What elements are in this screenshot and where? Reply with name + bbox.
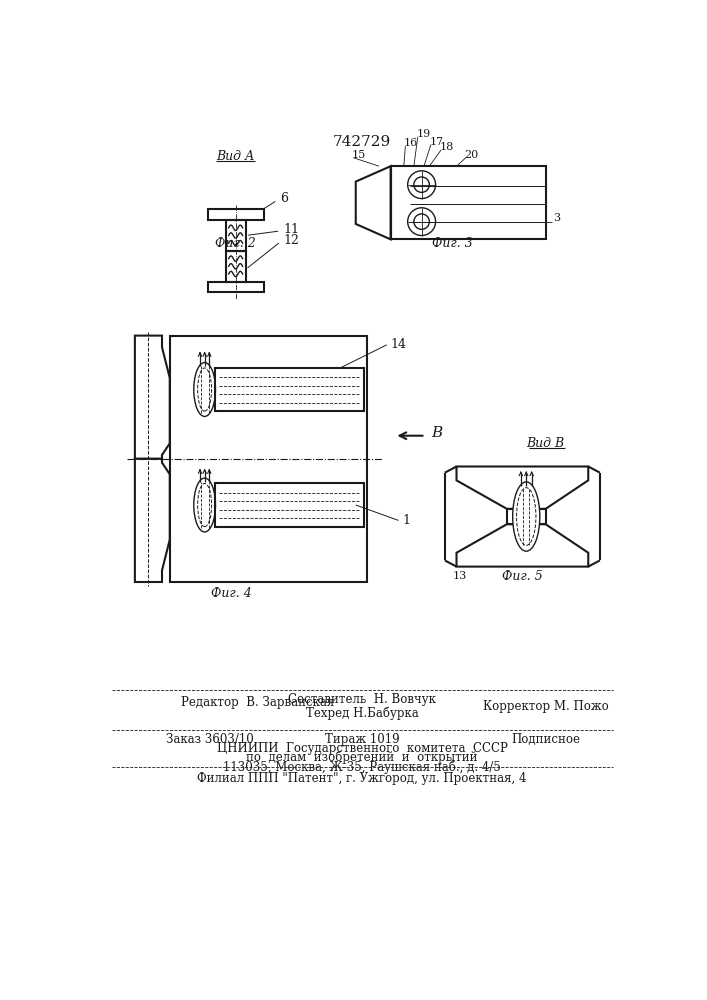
Text: Составитель  Н. Вовчук: Составитель Н. Вовчук (288, 693, 436, 706)
Bar (216, 483, 363, 527)
Bar (208, 209, 264, 220)
Circle shape (414, 177, 429, 192)
Bar (391, 166, 546, 239)
Polygon shape (135, 336, 170, 459)
Text: Заказ 3603/10: Заказ 3603/10 (166, 733, 254, 746)
Bar (208, 282, 264, 292)
Polygon shape (356, 166, 391, 239)
Text: Фиг. 4: Фиг. 4 (211, 587, 252, 600)
Bar (226, 251, 246, 282)
Text: 13: 13 (452, 571, 467, 581)
Polygon shape (457, 524, 588, 567)
Bar (507, 509, 546, 524)
Text: Техред Н.Бабурка: Техред Н.Бабурка (305, 706, 419, 720)
Circle shape (408, 171, 436, 199)
Bar (170, 336, 368, 582)
Bar (216, 368, 363, 411)
Ellipse shape (194, 478, 216, 532)
Text: 18: 18 (440, 142, 454, 152)
Text: 17: 17 (429, 137, 443, 147)
Text: Фиг. 5: Фиг. 5 (502, 570, 543, 583)
Polygon shape (135, 459, 170, 582)
Text: 742729: 742729 (333, 135, 391, 149)
Text: Фиг. 3: Фиг. 3 (432, 237, 473, 250)
Text: 12: 12 (284, 234, 300, 247)
Text: 113035, Москва, Ж-35, Раушская наб., д. 4/5: 113035, Москва, Ж-35, Раушская наб., д. … (223, 760, 501, 774)
Text: Филиал ППП "Патент", г. Ужгород, ул. Проектная, 4: Филиал ППП "Патент", г. Ужгород, ул. Про… (197, 772, 527, 785)
Text: 14: 14 (391, 338, 407, 351)
Ellipse shape (194, 363, 216, 416)
Ellipse shape (513, 482, 540, 551)
Text: 20: 20 (464, 150, 479, 160)
Text: Тираж 1019: Тираж 1019 (325, 733, 399, 746)
Text: Вид А: Вид А (216, 150, 255, 163)
Ellipse shape (517, 488, 536, 545)
Ellipse shape (198, 368, 211, 411)
Circle shape (414, 214, 429, 229)
Text: Фиг. 2: Фиг. 2 (215, 237, 256, 250)
Text: 19: 19 (416, 129, 431, 139)
Text: 11: 11 (284, 223, 300, 236)
Text: 6: 6 (281, 192, 288, 205)
Text: Подписное: Подписное (511, 733, 580, 746)
Text: 15: 15 (352, 150, 366, 160)
Ellipse shape (198, 483, 211, 527)
Text: В: В (431, 426, 442, 440)
Text: 3: 3 (554, 213, 561, 223)
Polygon shape (457, 466, 588, 509)
Circle shape (408, 208, 436, 235)
Text: 16: 16 (404, 138, 418, 148)
Text: Редактор  В. Зарванская: Редактор В. Зарванская (182, 696, 334, 709)
Text: ЦНИИПИ  Государственного  комитета  СССР: ЦНИИПИ Государственного комитета СССР (216, 742, 508, 755)
Text: Корректор М. Пожо: Корректор М. Пожо (483, 700, 609, 713)
Text: Вид В: Вид В (527, 437, 565, 450)
Bar (226, 220, 246, 251)
Text: 1: 1 (402, 514, 410, 527)
Text: по  делам  изобретений  и  открытий: по делам изобретений и открытий (246, 751, 478, 764)
